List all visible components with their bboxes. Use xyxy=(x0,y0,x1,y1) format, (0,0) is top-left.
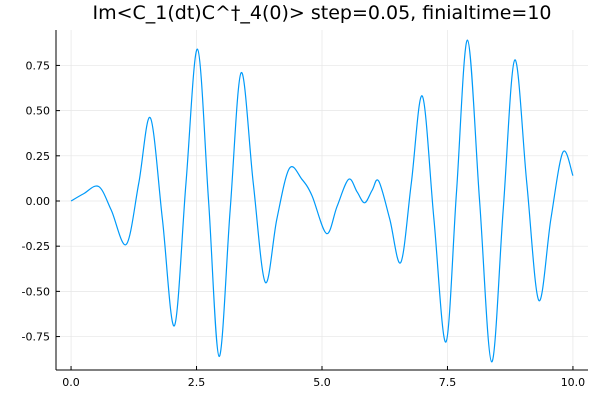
y-tick-label: 0.50 xyxy=(26,105,51,118)
y-tick-label: 0.75 xyxy=(26,59,51,72)
x-tick-label: 5.0 xyxy=(313,376,331,389)
x-tick-label: 2.5 xyxy=(188,376,206,389)
chart-title: Im<C_1(dt)C^†_4(0)> step=0.05, finialtim… xyxy=(92,2,551,24)
y-tick-label: 0.00 xyxy=(26,195,51,208)
x-tick-label: 10.0 xyxy=(561,376,586,389)
y-tick-label: -0.50 xyxy=(22,285,50,298)
y-tick-label: -0.25 xyxy=(22,240,50,253)
line xyxy=(70,39,574,363)
y-tick-label: 0.25 xyxy=(26,150,51,163)
y-tick-label: -0.75 xyxy=(22,331,50,344)
x-tick-label: 7.5 xyxy=(439,376,457,389)
x-tick-label: 0.0 xyxy=(62,376,80,389)
